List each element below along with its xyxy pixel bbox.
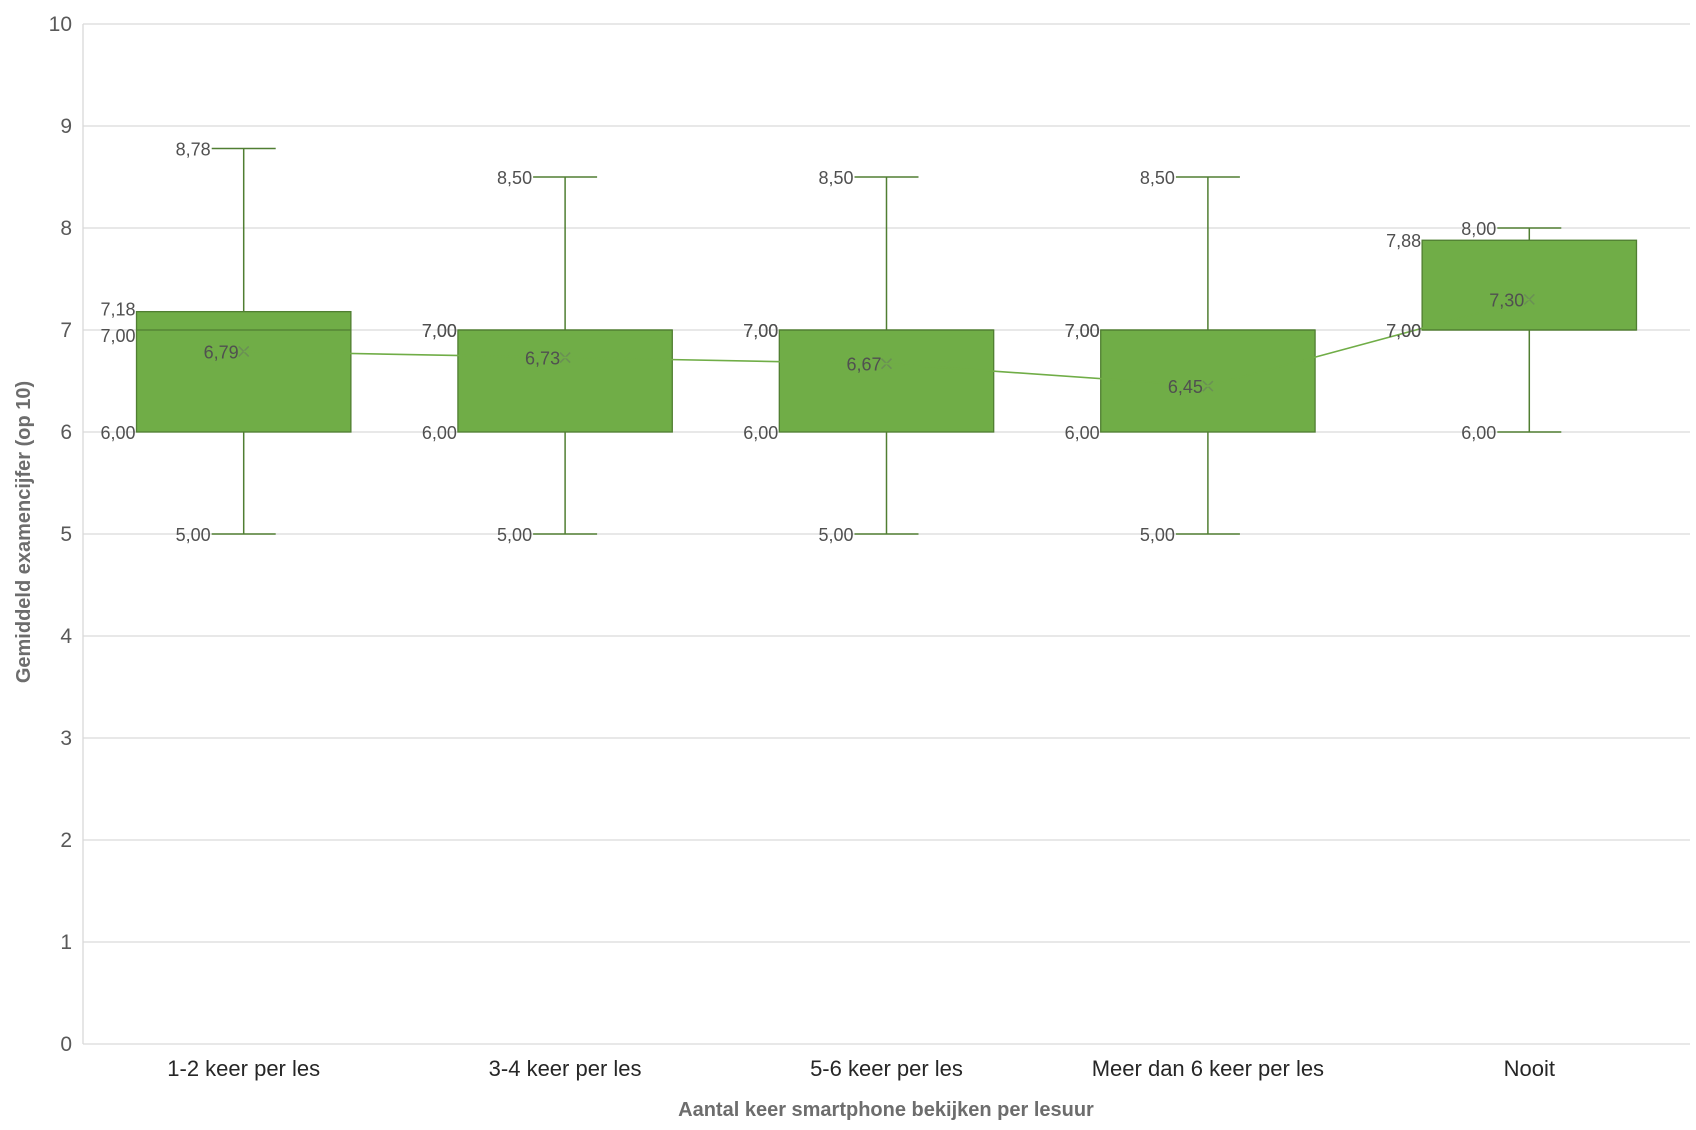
median-label: 7,00 [422, 321, 457, 341]
q1-label: 7,00 [1386, 321, 1421, 341]
mean-label: 7,30 [1489, 290, 1524, 310]
max-label: 8,78 [176, 139, 211, 159]
box-rect [778, 329, 995, 433]
x-axis: 1-2 keer per les 3-4 keer per les 5-6 keer… [167, 1056, 1555, 1081]
box-4 [1100, 176, 1316, 535]
max-label: 8,00 [1461, 219, 1496, 239]
x-category-label: 3-4 keer per les [489, 1056, 642, 1081]
mean-series [243, 298, 1530, 387]
max-label: 8,50 [1140, 168, 1175, 188]
mean-label: 6,79 [204, 342, 239, 362]
q3-label: 7,88 [1386, 231, 1421, 251]
data-labels: 8,78 5,00 6,00 7,18 7,00 6,79 8,50 5,00 6,00 7,00… [100, 139, 1524, 545]
box-rect [457, 329, 673, 433]
box-series [135, 147, 1638, 535]
y-axis-title: Gemiddeld examencijfer (op 10) [13, 381, 35, 683]
q1-label: 6,00 [422, 423, 457, 443]
min-label: 5,00 [497, 525, 532, 545]
box-rect [1421, 239, 1638, 331]
min-label: 6,00 [1461, 423, 1496, 443]
mean-line [243, 298, 1530, 387]
x-category-label: 5-6 keer per les [810, 1056, 963, 1081]
y-tick-label: 0 [60, 1033, 72, 1056]
min-label: 5,00 [176, 525, 211, 545]
mean-label: 6,67 [846, 355, 881, 375]
y-tick-label: 10 [49, 13, 72, 36]
x-axis-title: Aantal keer smartphone bekijken per lesu… [678, 1099, 1094, 1121]
box-rect [135, 310, 352, 433]
box-1 [135, 147, 352, 535]
x-category-label: Meer dan 6 keer per les [1092, 1056, 1324, 1081]
max-label: 8,50 [497, 168, 532, 188]
y-tick-label: 1 [60, 931, 72, 954]
median-label: 7,00 [100, 326, 135, 346]
median-label: 7,00 [1065, 321, 1100, 341]
q3-label: 7,18 [100, 300, 135, 320]
y-tick-label: 7 [60, 319, 72, 342]
box-2 [457, 176, 673, 535]
y-tick-label: 3 [60, 727, 72, 750]
x-category-label: Nooit [1504, 1056, 1555, 1081]
y-tick-label: 9 [60, 115, 72, 138]
min-label: 5,00 [818, 525, 853, 545]
q1-label: 6,00 [1065, 423, 1100, 443]
y-tick-label: 5 [60, 523, 72, 546]
x-category-label: 1-2 keer per les [167, 1056, 320, 1081]
median-label: 7,00 [1386, 321, 1421, 341]
median-label: 7,00 [743, 321, 778, 341]
y-tick-label: 4 [60, 625, 72, 648]
q1-label: 6,00 [743, 423, 778, 443]
box-5 [1421, 227, 1638, 433]
y-tick-label: 2 [60, 829, 72, 852]
box-3 [778, 176, 995, 535]
q1-label: 6,00 [100, 423, 135, 443]
y-tick-label: 8 [60, 217, 72, 240]
y-tick-label: 6 [60, 421, 72, 444]
mean-label: 6,45 [1168, 377, 1203, 397]
y-axis: 0 1 2 3 4 5 6 7 8 9 10 [49, 13, 73, 1056]
q3-label: 7,00 [422, 321, 457, 341]
q3-label: 7,00 [1065, 321, 1100, 341]
max-label: 8,50 [818, 168, 853, 188]
q3-label: 7,00 [743, 321, 778, 341]
min-label: 5,00 [1140, 525, 1175, 545]
mean-label: 6,73 [525, 349, 560, 369]
